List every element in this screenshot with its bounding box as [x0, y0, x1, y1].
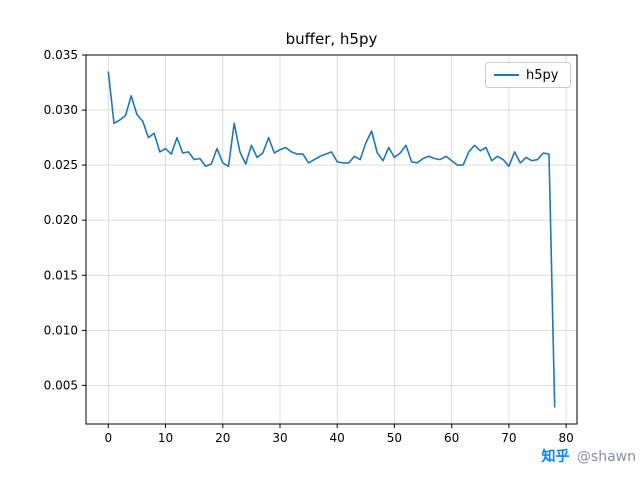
watermark: 知乎 @shawn	[541, 446, 636, 466]
svg-text:40: 40	[330, 431, 345, 445]
zhihu-logo: 知乎	[541, 449, 570, 465]
svg-text:0.035: 0.035	[44, 48, 78, 62]
svg-text:0.015: 0.015	[44, 268, 78, 282]
legend-label: h5py	[526, 67, 559, 83]
svg-text:30: 30	[272, 431, 287, 445]
svg-text:0.010: 0.010	[44, 323, 78, 337]
svg-text:10: 10	[158, 431, 173, 445]
svg-text:0.030: 0.030	[44, 103, 78, 117]
svg-text:60: 60	[444, 431, 459, 445]
svg-text:0.025: 0.025	[44, 158, 78, 172]
legend-line-sample	[494, 74, 519, 76]
legend: h5py	[485, 62, 571, 88]
svg-text:70: 70	[501, 431, 516, 445]
svg-text:0.005: 0.005	[44, 378, 78, 392]
watermark-username: @shawn	[576, 449, 636, 465]
svg-text:20: 20	[215, 431, 230, 445]
svg-text:0: 0	[104, 431, 112, 445]
svg-text:80: 80	[558, 431, 573, 445]
chart-title: buffer, h5py	[285, 30, 378, 48]
svg-text:50: 50	[387, 431, 402, 445]
svg-text:0.020: 0.020	[44, 213, 78, 227]
